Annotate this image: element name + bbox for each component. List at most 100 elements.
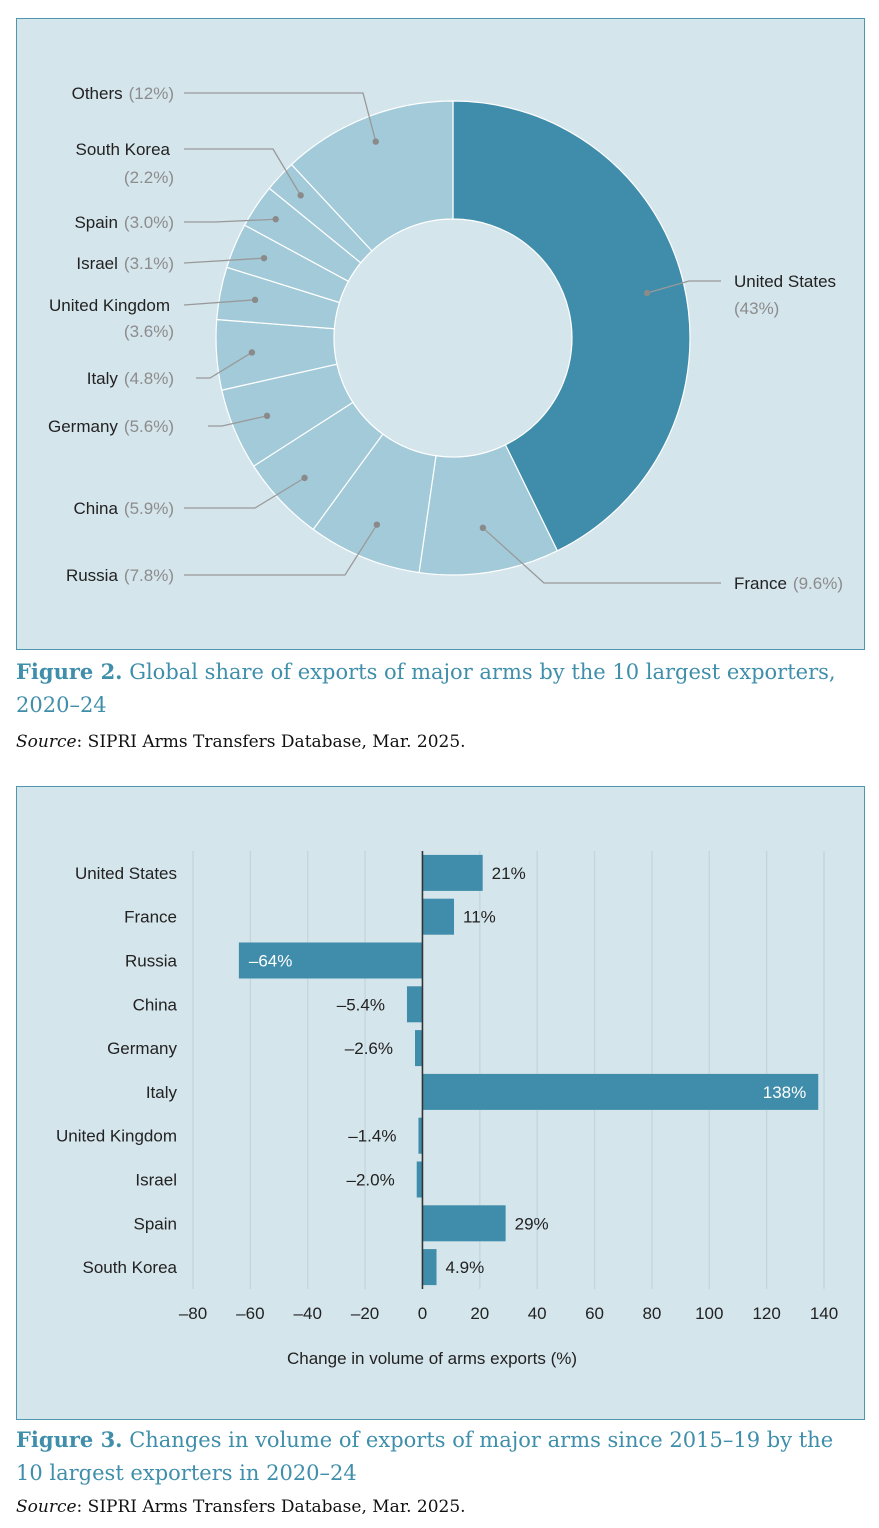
slice-name-russia: Russia: [66, 566, 119, 585]
slice-name-china: China: [74, 499, 119, 518]
figure2-caption-text: Global share of exports of major arms by…: [16, 660, 836, 717]
slice-name-united-states: United States: [734, 272, 836, 291]
figure3-caption-prefix: Figure 3.: [16, 1427, 123, 1452]
figure3-source-text: : SIPRI Arms Transfers Database, Mar. 20…: [76, 1497, 466, 1517]
x-tick-label: 0: [418, 1304, 427, 1323]
leader-dot-united-kingdom: [251, 296, 259, 304]
category-label-israel: Israel: [135, 1171, 177, 1190]
slice-name-israel: Israel: [76, 254, 118, 273]
bar-germany: [414, 1030, 423, 1067]
bar-united-states: [422, 854, 483, 891]
category-label-russia: Russia: [125, 952, 178, 971]
value-label-russia: –64%: [249, 952, 292, 971]
bar-italy: [422, 1073, 819, 1110]
leader-italy: [196, 351, 253, 379]
bar-russia: [238, 942, 423, 979]
value-label-south-korea: 4.9%: [446, 1258, 485, 1277]
slice-name-germany: Germany: [48, 417, 118, 436]
figure2-source-label: Source: [16, 732, 77, 752]
bar-spain: [422, 1205, 506, 1242]
x-tick-label: 20: [470, 1304, 489, 1323]
figure3-source: Source: SIPRI Arms Transfers Database, M…: [16, 1497, 466, 1517]
x-tick-label: –80: [179, 1304, 207, 1323]
slice-others: [290, 100, 454, 252]
x-tick-label: –40: [294, 1304, 322, 1323]
category-label-united-states: United States: [75, 864, 177, 883]
slice-value-france: (9.6%): [793, 574, 843, 593]
value-label-germany: –2.6%: [345, 1039, 393, 1058]
category-label-south-korea: South Korea: [82, 1258, 177, 1277]
leader-germany: [208, 415, 268, 427]
value-label-china: –5.4%: [337, 995, 385, 1014]
leader-israel: [183, 257, 265, 264]
bar-united-kingdom: [418, 1117, 423, 1154]
leader-dot-others: [372, 138, 379, 145]
leader-dot-israel: [260, 254, 268, 262]
slice-value-germany: (5.6%): [124, 417, 174, 436]
leader-dot-russia: [373, 521, 381, 528]
x-tick-label: 40: [528, 1304, 547, 1323]
value-label-spain: 29%: [515, 1214, 549, 1233]
slice-name-france: France: [734, 574, 787, 593]
leader-dot-spain: [272, 216, 279, 223]
slice-value-others: (12%): [129, 84, 174, 103]
category-label-italy: Italy: [146, 1083, 178, 1102]
x-tick-label: –60: [236, 1304, 264, 1323]
leader-france: [482, 527, 721, 584]
slice-value-south-korea: (2.2%): [124, 168, 174, 187]
figure2-caption: Figure 2. Global share of exports of maj…: [16, 655, 856, 722]
bar-chart: United States 21% France 11% Russia –64% China…: [56, 851, 838, 1368]
slice-value-united-states: (43%): [734, 299, 779, 318]
slice-value-united-kingdom: (3.6%): [124, 322, 174, 341]
figure3-source-label: Source: [16, 1497, 77, 1517]
x-tick-label: 140: [810, 1304, 838, 1323]
slice-name-south-korea: South Korea: [75, 140, 170, 159]
leader-china: [184, 477, 305, 509]
value-label-italy: 138%: [763, 1083, 806, 1102]
bar-south-korea: [422, 1249, 437, 1286]
leader-united-states: [646, 280, 721, 294]
figure2-source: Source: SIPRI Arms Transfers Database, M…: [16, 732, 466, 752]
x-axis-title: Change in volume of arms exports (%): [287, 1349, 577, 1368]
slice-name-united-kingdom: United Kingdom: [49, 296, 170, 315]
slice-value-russia: (7.8%): [124, 566, 174, 585]
slice-value-spain: (3.0%): [124, 213, 174, 232]
figure2-caption-prefix: Figure 2.: [16, 659, 123, 684]
leader-others: [184, 92, 377, 142]
slice-name-spain: Spain: [74, 213, 117, 232]
leader-dot-france: [479, 524, 487, 532]
leader-dot-south-korea: [297, 192, 304, 199]
slice-value-israel: (3.1%): [124, 254, 174, 273]
category-label-united-kingdom: United Kingdom: [56, 1127, 177, 1146]
x-tick-label: 80: [642, 1304, 661, 1323]
x-tick-label: 100: [695, 1304, 723, 1323]
x-tick-label: 60: [585, 1304, 604, 1323]
category-label-spain: Spain: [134, 1214, 177, 1233]
figure3-panel: United States 21% France 11% Russia –64% China…: [16, 786, 865, 1420]
bar-china: [406, 986, 423, 1023]
value-label-israel: –2.0%: [347, 1171, 395, 1190]
x-tick-label: 120: [752, 1304, 780, 1323]
leader-united-kingdom: [183, 299, 256, 306]
leader-dot-germany: [263, 412, 271, 420]
slice-name-others: Others: [72, 84, 123, 103]
slice-united-states: [452, 100, 691, 552]
leader-dot-china: [301, 474, 308, 482]
value-label-united-states: 21%: [492, 864, 526, 883]
leader-dot-italy: [248, 349, 256, 356]
leader-dot-united-states: [643, 289, 651, 297]
figure2-source-text: : SIPRI Arms Transfers Database, Mar. 20…: [76, 732, 466, 752]
leader-south-korea: [184, 148, 302, 196]
value-label-france: 11%: [463, 908, 496, 927]
category-label-france: France: [124, 908, 177, 927]
donut-chart: United States (43%) France (9.6%) Russia (7.8…: [48, 84, 843, 593]
figure2-panel: United States (43%) France (9.6%) Russia (7.8…: [16, 18, 865, 650]
leader-spain: [184, 218, 276, 223]
category-label-germany: Germany: [107, 1039, 177, 1058]
slice-value-italy: (4.8%): [124, 369, 174, 388]
leader-russia: [184, 524, 378, 576]
x-tick-label: –20: [351, 1304, 379, 1323]
figure3-caption-text: Changes in volume of exports of major ar…: [16, 1428, 834, 1485]
figure3-caption: Figure 3. Changes in volume of exports o…: [16, 1423, 856, 1490]
bar-france: [422, 898, 455, 935]
